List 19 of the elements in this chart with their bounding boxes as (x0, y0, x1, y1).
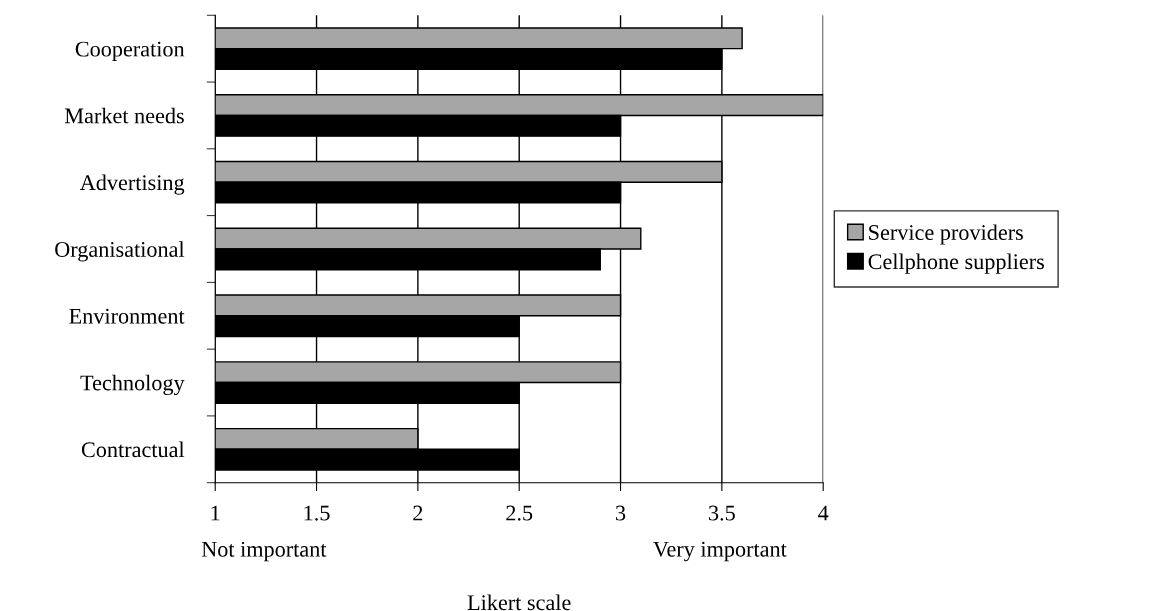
y-tick-label: Market needs (64, 107, 184, 124)
legend-label: Service providers (869, 224, 1023, 245)
y-tick-label: Advertising (79, 174, 185, 195)
y-tick-label: Contractual (81, 441, 185, 458)
y-tick-label: Organisational (55, 241, 185, 262)
x-tick-label: 1 (211, 505, 220, 521)
x-tick-label: 3 (616, 505, 626, 521)
x-tick-label: 1.5 (304, 505, 330, 521)
x-tick-label: 4 (818, 505, 829, 521)
x-tick-label: 2.5 (506, 505, 533, 521)
legend-label: Cellphone suppliers (868, 253, 1044, 274)
y-tick-label: Technology (80, 374, 185, 396)
x-tick-label: 2 (413, 505, 423, 521)
text: Not important (201, 541, 327, 562)
x-tick-label: 3.5 (709, 505, 735, 521)
y-tick-label: Cooperation (75, 41, 185, 62)
text: Very important (653, 541, 787, 562)
y-tick-label: Environment (69, 308, 185, 324)
x-axis-title: Likert scale (467, 594, 571, 611)
